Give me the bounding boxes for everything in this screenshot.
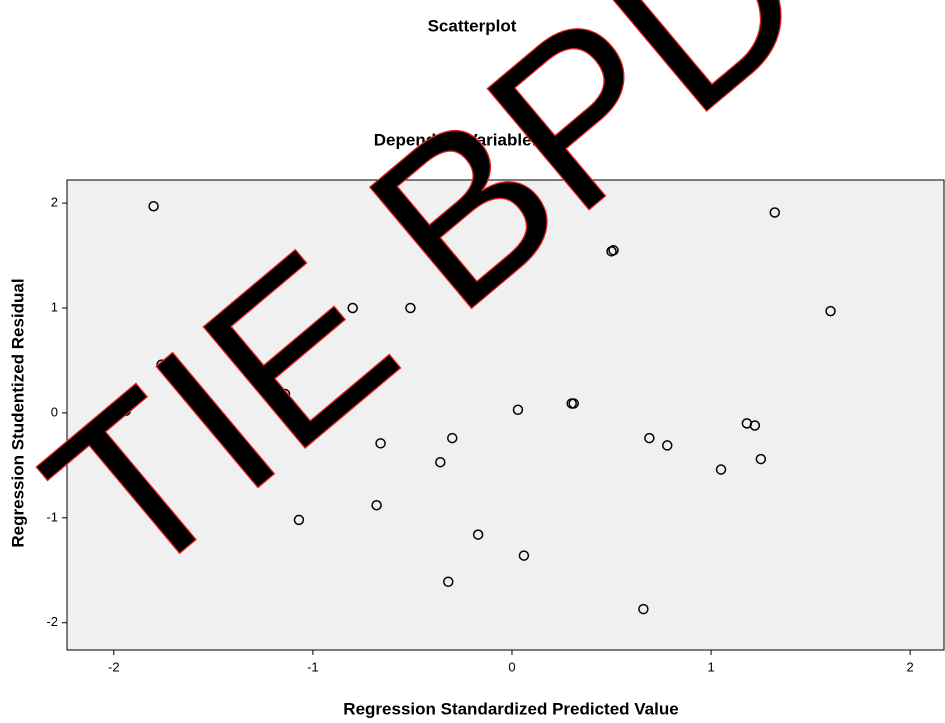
point	[608, 245, 619, 256]
point	[293, 514, 305, 526]
point	[638, 603, 649, 615]
point	[443, 576, 454, 588]
point	[644, 432, 655, 444]
x-tick-label: 1	[707, 659, 714, 674]
y-axis-label: Regression Studentized Residual	[8, 278, 27, 547]
x-axis-label: Regression Standardized Predicted Value	[343, 699, 678, 718]
point	[662, 440, 673, 451]
y-tick-label: -2	[46, 614, 58, 629]
chart-title: Scatterplot	[428, 16, 517, 35]
point	[148, 200, 159, 212]
chart-subtitle: Dependent Variable: ISR	[374, 130, 571, 149]
point	[518, 550, 530, 561]
point	[825, 305, 836, 317]
point	[120, 405, 131, 417]
y-tick-label: -1	[46, 509, 58, 524]
point	[405, 302, 416, 314]
x-tick-label: -1	[307, 659, 319, 674]
point	[446, 432, 458, 444]
point	[279, 388, 291, 400]
point	[375, 438, 386, 449]
point	[472, 529, 484, 540]
point	[347, 302, 358, 314]
point	[568, 398, 579, 409]
point	[156, 359, 167, 370]
point	[769, 207, 781, 218]
point	[715, 464, 727, 475]
x-tick-label: 2	[907, 659, 914, 674]
point	[755, 453, 767, 465]
y-tick-label: 1	[51, 299, 58, 314]
y-tick-label: 2	[51, 195, 58, 210]
point	[371, 499, 382, 511]
point	[435, 456, 446, 468]
point	[749, 420, 761, 431]
x-tick-label: -2	[108, 659, 120, 674]
x-tick-label: 0	[508, 659, 515, 674]
y-tick-label: 0	[51, 404, 58, 419]
plot-area	[66, 179, 945, 651]
point	[512, 404, 524, 416]
